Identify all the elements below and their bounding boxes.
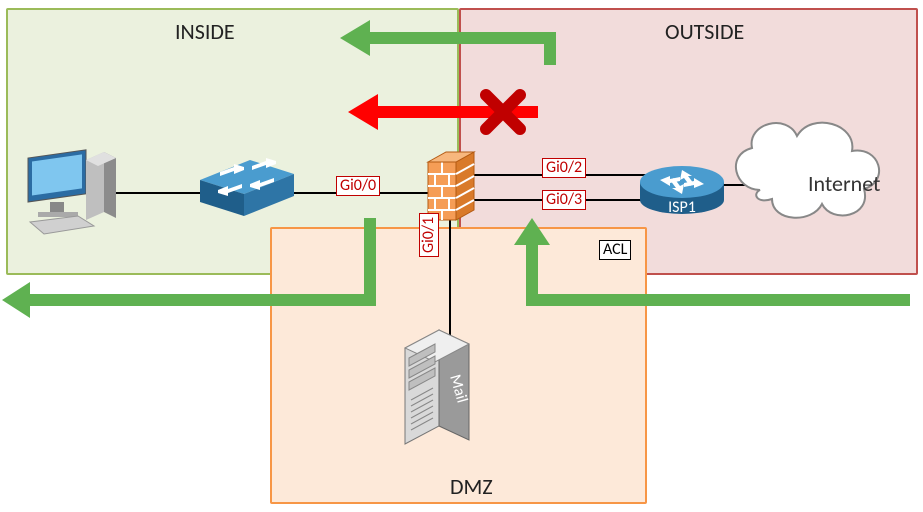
iface-gi03: Gi0/3 (542, 190, 586, 210)
acl-label: ACL (599, 240, 631, 260)
iface-gi01: Gi0/1 (419, 213, 439, 257)
iface-gi02: Gi0/2 (542, 158, 586, 178)
zone-inside-label: INSIDE (175, 18, 235, 45)
cloud-label: Internet (808, 170, 880, 197)
zone-outside-label: OUTSIDE (665, 18, 744, 45)
flow-acl-left-arrow (2, 282, 30, 318)
iface-gi00: Gi0/0 (336, 176, 380, 196)
zone-dmz-label: DMZ (450, 473, 493, 500)
zone-dmz (270, 227, 647, 504)
diagram-canvas: INSIDE OUTSIDE DMZ (0, 0, 923, 512)
